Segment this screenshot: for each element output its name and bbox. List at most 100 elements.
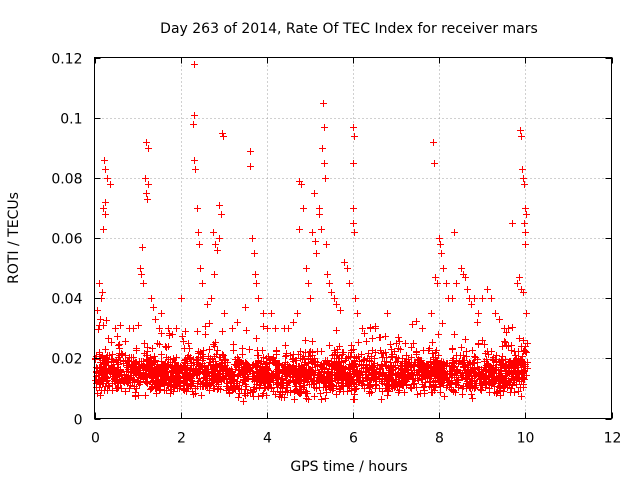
data-point — [251, 250, 258, 257]
data-point — [94, 307, 101, 314]
data-point — [350, 124, 357, 131]
data-point — [371, 355, 378, 362]
data-point — [149, 378, 156, 385]
data-point — [485, 376, 492, 383]
data-point — [365, 350, 372, 357]
data-point — [250, 386, 257, 393]
data-point — [145, 145, 152, 152]
data-point — [272, 325, 279, 332]
data-point — [247, 163, 254, 170]
data-point — [468, 391, 475, 398]
data-point — [303, 265, 310, 272]
data-point — [334, 377, 341, 384]
data-point — [257, 376, 264, 383]
y-tick-label: 0.06 — [51, 232, 82, 248]
data-point — [152, 371, 159, 378]
data-point — [484, 286, 491, 293]
data-point — [253, 335, 260, 342]
data-point — [523, 310, 530, 317]
data-point — [283, 350, 290, 357]
data-point — [369, 335, 376, 342]
data-point — [320, 100, 327, 107]
data-point — [240, 398, 247, 405]
data-point — [283, 371, 290, 378]
data-point — [309, 378, 316, 385]
data-point — [205, 362, 212, 369]
data-point — [379, 375, 386, 382]
data-point — [382, 362, 389, 369]
data-point — [306, 349, 313, 356]
data-point — [467, 384, 474, 391]
data-point — [500, 388, 507, 395]
data-point — [512, 357, 519, 364]
data-point — [356, 358, 363, 365]
data-point — [219, 328, 226, 335]
data-point — [320, 378, 327, 385]
data-point — [378, 361, 385, 368]
data-point — [352, 361, 359, 368]
data-point — [139, 244, 146, 251]
data-point — [392, 383, 399, 390]
data-point — [101, 157, 108, 164]
data-point — [488, 382, 495, 389]
data-point — [350, 346, 357, 353]
data-point — [505, 325, 512, 332]
data-point — [272, 391, 279, 398]
data-point — [318, 226, 325, 233]
data-point — [268, 310, 275, 317]
data-point — [520, 337, 527, 344]
data-point — [284, 372, 291, 379]
data-point — [322, 175, 329, 182]
data-point — [361, 330, 368, 337]
data-point — [194, 383, 201, 390]
data-point — [100, 322, 107, 329]
data-point — [191, 157, 198, 164]
data-point — [373, 378, 380, 385]
data-point — [213, 375, 220, 382]
data-point — [330, 363, 337, 370]
data-point — [351, 229, 358, 236]
data-point — [106, 383, 113, 390]
data-point — [313, 385, 320, 392]
data-point — [147, 386, 154, 393]
data-point — [294, 310, 301, 317]
data-point — [249, 235, 256, 242]
data-point — [170, 378, 177, 385]
data-point — [294, 372, 301, 379]
data-point — [435, 361, 442, 368]
data-point — [199, 360, 206, 367]
data-point — [305, 280, 312, 287]
data-point — [301, 382, 308, 389]
data-point — [431, 387, 438, 394]
data-point — [232, 356, 239, 363]
data-point — [143, 139, 150, 146]
data-point — [521, 361, 528, 368]
data-point — [483, 356, 490, 363]
data-point — [165, 356, 172, 363]
data-point — [261, 380, 268, 387]
data-point — [502, 377, 509, 384]
y-tick-label: 0.1 — [60, 112, 82, 128]
data-point — [239, 351, 246, 358]
data-point — [287, 387, 294, 394]
data-point — [279, 369, 286, 376]
y-tick-label: 0.04 — [51, 292, 82, 308]
data-point — [495, 376, 502, 383]
data-point — [104, 175, 111, 182]
data-point — [142, 175, 149, 182]
data-point — [338, 367, 345, 374]
data-point — [435, 373, 442, 380]
data-point — [318, 396, 325, 403]
data-point — [112, 325, 119, 332]
data-point — [137, 379, 144, 386]
x-axis-label: GPS time / hours — [290, 459, 407, 475]
data-point — [377, 347, 384, 354]
data-point — [322, 384, 329, 391]
data-point — [275, 362, 282, 369]
data-point — [449, 346, 456, 353]
data-point — [459, 370, 466, 377]
data-point — [311, 190, 318, 197]
data-point — [99, 289, 106, 296]
data-point — [408, 385, 415, 392]
